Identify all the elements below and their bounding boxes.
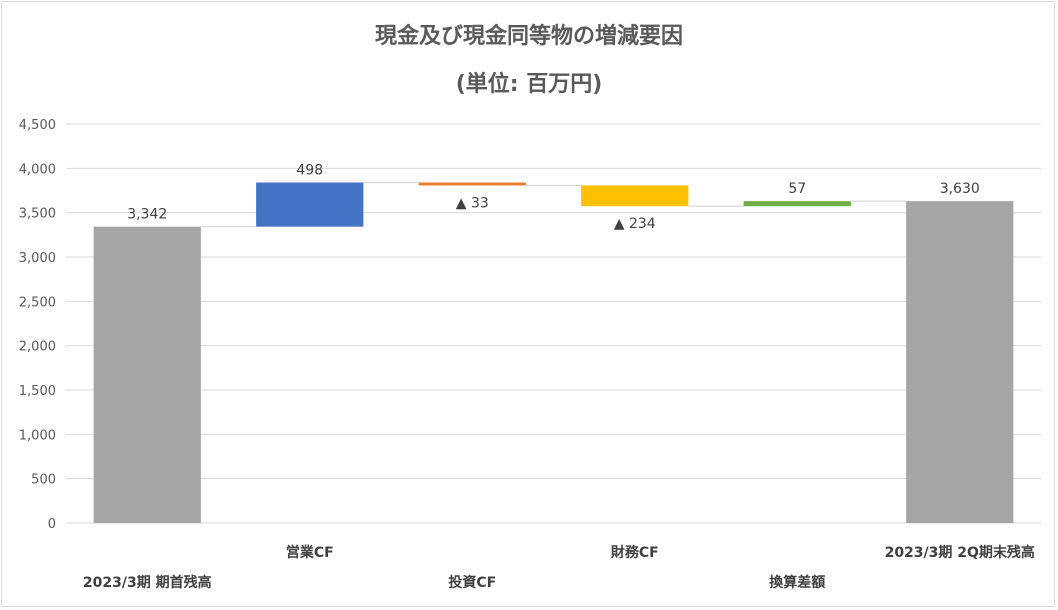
y-tick-label: 4,000 [19,162,56,177]
bar-5 [906,201,1014,523]
bars [93,182,1014,523]
data-label: 498 [296,163,323,179]
data-label: 3,342 [127,207,167,223]
y-tick-label: 0 [48,517,56,532]
bar-1 [256,182,364,227]
bar-3 [581,185,689,207]
x-tick-label: 換算差額 [769,574,825,591]
connector-lines [200,181,907,228]
x-tick-label: 投資CF [448,574,496,591]
data-label: ▲ 234 [614,216,656,232]
y-axis: 0 500 1,000 1,500 2,000 2,500 3,000 3,500 4,000 4… [19,118,56,532]
y-tick-label: 3,000 [19,251,56,266]
x-tick-label: 2023/3期 2Q期末残高 [885,544,1035,561]
y-tick-label: 2,000 [19,340,56,355]
bar-0 [93,226,201,523]
y-tick-label: 500 [31,473,56,488]
data-label: 3,630 [940,181,980,197]
y-tick-label: 1,500 [19,384,56,399]
chart-subtitle: (単位: 百万円) [455,72,603,97]
y-tick-label: 3,500 [19,207,56,222]
x-axis: 2023/3期 期首残高 営業CF 投資CF 財務CF 換算差額 2023/3期 2Q期末… [83,544,1035,591]
data-labels: 3,342 498 ▲ 33 ▲ 234 57 3,630 [127,163,980,233]
y-tick-label: 2,500 [19,295,56,310]
data-label: 57 [788,181,806,197]
bar-4 [743,201,851,207]
bar-2 [418,182,526,186]
y-tick-label: 4,500 [19,118,56,133]
data-label: ▲ 33 [456,195,489,211]
y-tick-label: 1,000 [19,428,56,443]
x-tick-label: 財務CF [610,544,659,561]
chart-title: 現金及び現金同等物の増減要因 [374,24,683,49]
gridlines [66,123,1041,524]
x-tick-label: 営業CF [286,544,334,561]
x-tick-label: 2023/3期 期首残高 [83,574,212,591]
